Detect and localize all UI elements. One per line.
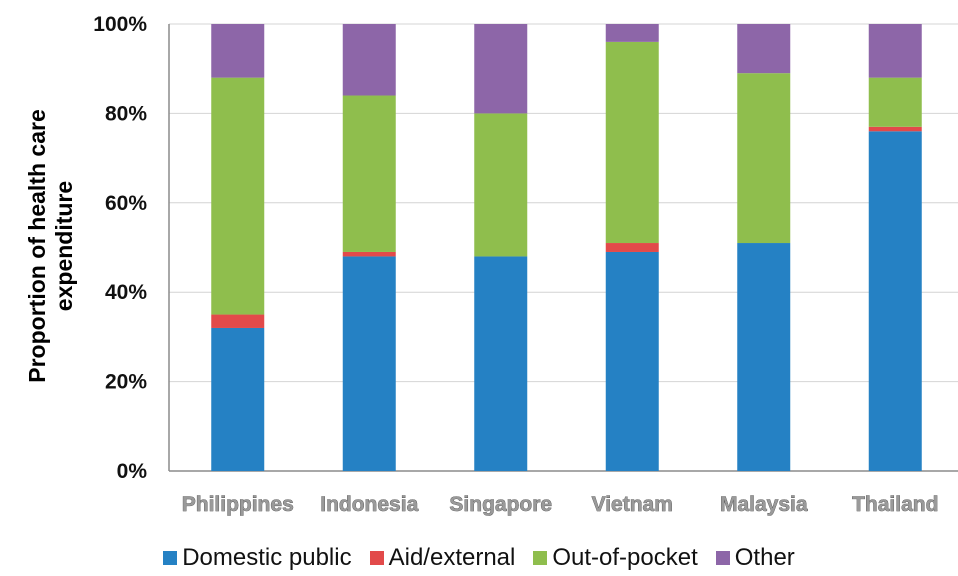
y-axis-label-line1: Proportion of health care — [24, 109, 50, 382]
x-tick-label: Philippines — [182, 493, 294, 516]
chart-legend: Domestic public Aid/external Out-of-pocket… — [0, 540, 958, 576]
legend-label: Out-of-pocket — [552, 544, 698, 571]
legend-swatch — [163, 551, 178, 565]
legend-label: Other — [734, 544, 795, 571]
legend-item: Out-of-pocket — [533, 544, 698, 572]
x-axis-ticks: Philippines Indonesia Singapore Vietnam Mala… — [181, 493, 938, 517]
bar-segment-aid-external — [868, 126, 922, 132]
y-tick-label: 100% — [93, 13, 147, 36]
y-tick-label: 60% — [105, 192, 147, 215]
legend-item: Other — [715, 544, 795, 572]
bar-segment-other — [605, 24, 659, 42]
bar-segment-out-of-pocket — [868, 77, 922, 127]
y-tick-label: 20% — [105, 371, 147, 394]
bar-segment-other — [474, 24, 528, 114]
bar-segment-other — [211, 24, 265, 78]
legend-swatch — [369, 551, 384, 565]
x-tick-label: Malaysia — [720, 493, 808, 516]
stacked-bar-chart: 0% 20% 40% 60% 80% 100% Philippines Indonesia S… — [24, 13, 958, 517]
bar-segment-domestic-public — [474, 256, 528, 471]
bar-segment-domestic-public — [211, 327, 265, 471]
x-tick-label: Thailand — [852, 493, 938, 516]
legend-item: Aid/external — [369, 544, 516, 572]
bar-segment-other — [342, 24, 396, 96]
gridlines — [168, 23, 958, 472]
bar-segment-other — [737, 24, 791, 74]
legend-swatch — [715, 551, 730, 565]
y-axis-label-line2: expenditure — [51, 181, 77, 311]
legend-label: Aid/external — [388, 544, 516, 571]
bar-segment-out-of-pocket — [342, 95, 396, 252]
bar-segment-aid-external — [605, 243, 659, 252]
x-tick-label: Vietnam — [592, 493, 673, 516]
bar-segment-other — [868, 24, 922, 78]
bar-segment-aid-external — [342, 251, 396, 257]
bar-segment-out-of-pocket — [474, 113, 528, 257]
bar-segment-out-of-pocket — [605, 41, 659, 244]
bar-segment-domestic-public — [605, 251, 659, 471]
bar-segment-domestic-public — [737, 243, 791, 471]
legend-item: Domestic public — [163, 544, 352, 572]
y-tick-label: 80% — [105, 102, 147, 125]
y-tick-label: 0% — [117, 460, 148, 483]
legend-label: Domestic public — [182, 544, 352, 571]
bar-segment-out-of-pocket — [211, 77, 265, 315]
bar-segment-aid-external — [211, 314, 265, 328]
bars — [211, 24, 922, 471]
y-tick-label: 40% — [105, 281, 147, 304]
x-tick-label: Singapore — [449, 493, 552, 516]
x-tick-label: Indonesia — [320, 493, 418, 516]
bar-segment-out-of-pocket — [737, 73, 791, 244]
legend-swatch — [533, 551, 548, 565]
y-axis-ticks: 0% 20% 40% 60% 80% 100% — [93, 13, 147, 483]
bar-segment-domestic-public — [342, 256, 396, 471]
bar-segment-domestic-public — [868, 131, 922, 471]
